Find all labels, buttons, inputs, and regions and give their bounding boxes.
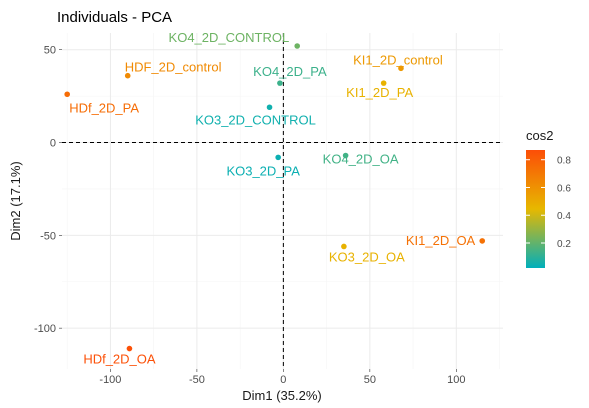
plot-panel	[62, 33, 503, 369]
point-labels: KO4_2D_CONTROL HDF_2D_control KI1_2D_contr…	[69, 30, 475, 367]
point-label: HDf_2D_PA	[69, 100, 139, 115]
point-label: KI1_2D_OA	[406, 233, 476, 248]
axis-ticks: -100 -50 0 50 100 -100 -50 0 50	[34, 45, 466, 386]
data-points	[64, 43, 486, 352]
legend-tick-label: 0.6	[557, 183, 571, 194]
data-point	[124, 72, 131, 79]
data-point	[266, 104, 273, 111]
legend-colorbar	[526, 150, 545, 268]
point-label: KO3_2D_OA	[329, 249, 405, 264]
legend-title: cos2	[526, 128, 553, 143]
legend-tick-label: 0.8	[557, 156, 571, 167]
y-axis-title: Dim2 (17.1%)	[8, 161, 23, 240]
legend-tick-label: 0.4	[557, 211, 571, 222]
data-point	[479, 238, 486, 244]
x-axis-title: Dim1 (35.2%)	[242, 388, 321, 403]
legend-tick-label: 0.2	[557, 239, 571, 250]
point-label: KI1_2D_PA	[346, 85, 413, 100]
data-point	[277, 80, 283, 86]
x-tick-label: 100	[447, 374, 465, 386]
point-label: KO4_2D_OA	[323, 152, 399, 167]
data-point	[126, 345, 133, 352]
y-tick-label: -50	[40, 230, 56, 242]
x-tick-label: -50	[189, 374, 205, 386]
data-point	[398, 65, 404, 72]
legend-ticks: 0.2 0.4 0.6 0.8	[526, 156, 571, 250]
legend: cos2 0.2 0.4 0.6 0.8	[526, 128, 571, 268]
data-point	[64, 91, 70, 98]
y-tick-label: 50	[44, 45, 56, 57]
data-point	[341, 243, 347, 250]
x-tick-label: 0	[280, 374, 286, 386]
point-label: KO4_2D_CONTROL	[169, 30, 290, 45]
reference-lines	[62, 33, 503, 369]
point-label: KO3_2D_CONTROL	[195, 112, 316, 127]
x-tick-label: -100	[99, 374, 121, 386]
point-label: KO4_2D_PA	[253, 64, 327, 79]
data-point	[294, 43, 301, 49]
point-label: KI1_2D_control	[353, 52, 443, 67]
point-label: HDf_2D_OA	[83, 352, 156, 367]
data-point	[275, 154, 281, 161]
data-point	[380, 80, 387, 86]
y-tick-label: -100	[34, 323, 56, 335]
x-tick-label: 50	[364, 374, 376, 386]
point-label: HDF_2D_control	[125, 60, 222, 75]
grid	[62, 33, 503, 369]
y-tick-label: 0	[50, 138, 56, 150]
point-label: KO3_2D_PA	[226, 163, 300, 178]
data-point	[342, 152, 349, 159]
chart-title: Individuals - PCA	[57, 9, 172, 26]
